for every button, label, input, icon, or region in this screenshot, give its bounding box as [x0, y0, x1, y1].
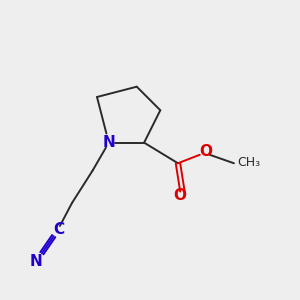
Text: O: O	[173, 188, 186, 203]
Text: N: N	[102, 135, 115, 150]
Text: N: N	[30, 254, 42, 268]
Text: CH₃: CH₃	[238, 156, 261, 169]
Text: C: C	[53, 222, 64, 237]
Text: O: O	[200, 144, 212, 159]
